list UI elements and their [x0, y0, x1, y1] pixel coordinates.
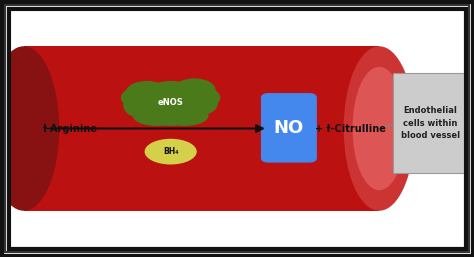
- Ellipse shape: [353, 67, 406, 190]
- Text: + Ɨ-Citrulline: + Ɨ-Citrulline: [315, 124, 386, 133]
- FancyBboxPatch shape: [393, 73, 467, 173]
- Text: eNOS: eNOS: [158, 98, 183, 107]
- Ellipse shape: [0, 46, 59, 211]
- Ellipse shape: [180, 90, 218, 116]
- Ellipse shape: [123, 93, 161, 118]
- Text: Ɨ-Arginine: Ɨ-Arginine: [43, 124, 98, 133]
- Ellipse shape: [140, 90, 201, 126]
- Ellipse shape: [344, 46, 415, 211]
- Text: Endothelial
cells within
blood vessel: Endothelial cells within blood vessel: [401, 106, 460, 140]
- Ellipse shape: [145, 139, 197, 164]
- Ellipse shape: [126, 81, 168, 104]
- Bar: [24, 46, 379, 211]
- Ellipse shape: [187, 87, 220, 108]
- Ellipse shape: [133, 105, 180, 126]
- Text: BH₄: BH₄: [163, 147, 178, 156]
- Text: NO: NO: [274, 119, 304, 137]
- FancyBboxPatch shape: [2, 4, 472, 253]
- Ellipse shape: [121, 87, 154, 108]
- Ellipse shape: [145, 81, 197, 109]
- Ellipse shape: [173, 78, 216, 102]
- FancyBboxPatch shape: [262, 94, 316, 162]
- Ellipse shape: [161, 105, 209, 126]
